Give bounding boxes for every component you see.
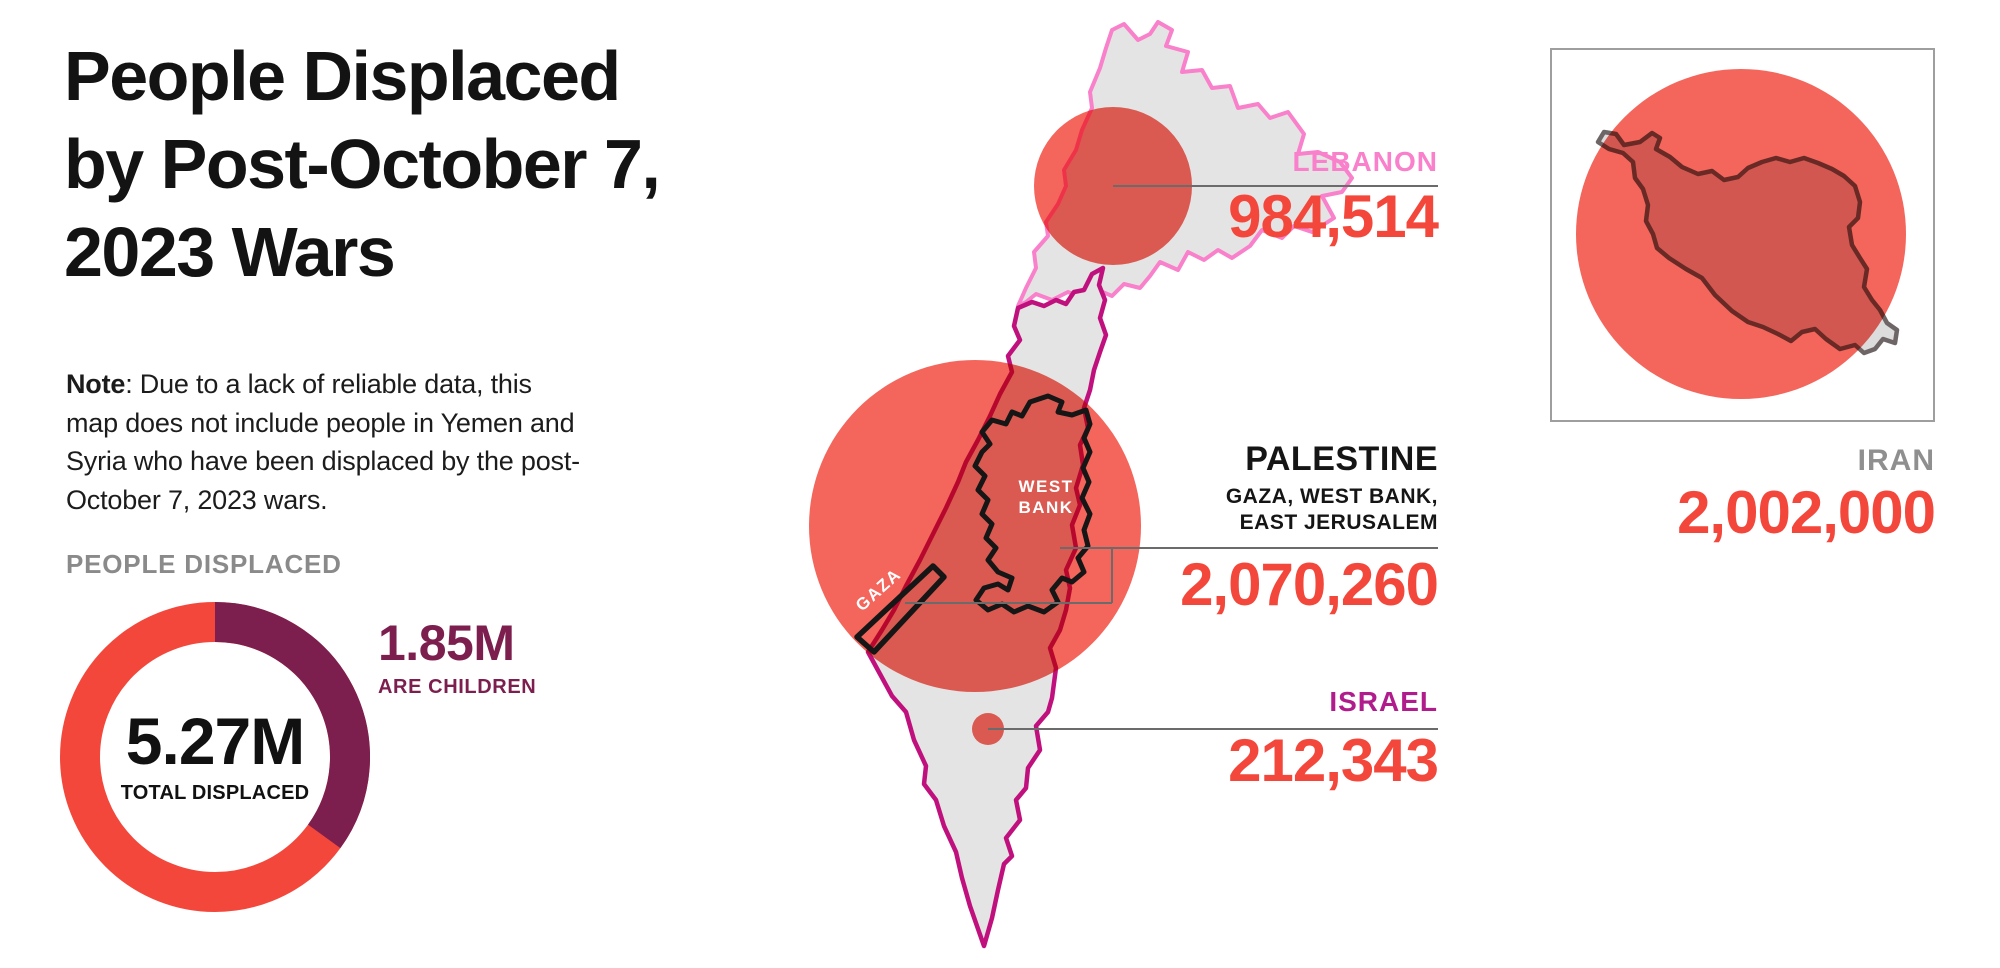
page-title-line2: by Post-October 7,: [64, 125, 661, 203]
donut-arc-children: [214, 602, 370, 849]
lebanon-name: LEBANON: [1292, 146, 1438, 177]
palestine-subregions: GAZA, WEST BANK, EAST JERUSALEM: [1136, 484, 1438, 536]
donut-total-value: 5.27M: [125, 704, 305, 778]
palestine-leader-line: [905, 547, 1438, 604]
palestine-name: PALESTINE: [1245, 440, 1438, 478]
iran-inset-box: [1550, 48, 1935, 422]
west-bank-label-line1: WEST: [1018, 477, 1073, 496]
page-title-line1: People Displaced: [64, 37, 621, 115]
page-title-line3: 2023 Wars: [64, 213, 396, 291]
lebanon-value: 984,514: [1228, 183, 1439, 250]
children-value: 1.85M: [378, 615, 515, 671]
palestine-circle: [809, 360, 1141, 692]
palestine-sub-line1: GAZA, WEST BANK,: [1225, 485, 1438, 508]
israel-name: ISRAEL: [1329, 686, 1438, 717]
palestine-sub-line2: EAST JERUSALEM: [1239, 511, 1438, 534]
donut-heading: PEOPLE DISPLACED: [66, 549, 342, 579]
callout-israel: ISRAEL 212,343: [1136, 686, 1439, 794]
israel-value: 212,343: [1228, 727, 1439, 794]
note-text: Note: Due to a lack of reliable data, th…: [66, 365, 590, 519]
callout-lebanon: LEBANON 984,514: [1136, 146, 1439, 250]
iran-name: IRAN: [1857, 444, 1935, 477]
gaza-outline: [854, 563, 947, 655]
callout-palestine: PALESTINE GAZA, WEST BANK, EAST JERUSALE…: [1136, 440, 1439, 618]
palestine-value: 2,070,260: [1180, 551, 1439, 618]
iran-value: 2,002,000: [1677, 479, 1936, 546]
note-label: Note: [66, 369, 126, 399]
iran-map: [1576, 69, 1906, 399]
west-bank-label-line2: BANK: [1018, 498, 1073, 517]
donut-chart: [60, 602, 370, 912]
callout-iran: IRAN 2,002,000: [1593, 444, 1936, 546]
iran-circle: [1576, 69, 1906, 399]
donut-total-label: TOTAL DISPLACED: [120, 782, 310, 804]
page-title: People Displaced by Post-October 7, 2023…: [64, 32, 784, 296]
note-body: : Due to a lack of reliable data, this m…: [66, 369, 580, 515]
children-label: ARE CHILDREN: [378, 676, 537, 698]
